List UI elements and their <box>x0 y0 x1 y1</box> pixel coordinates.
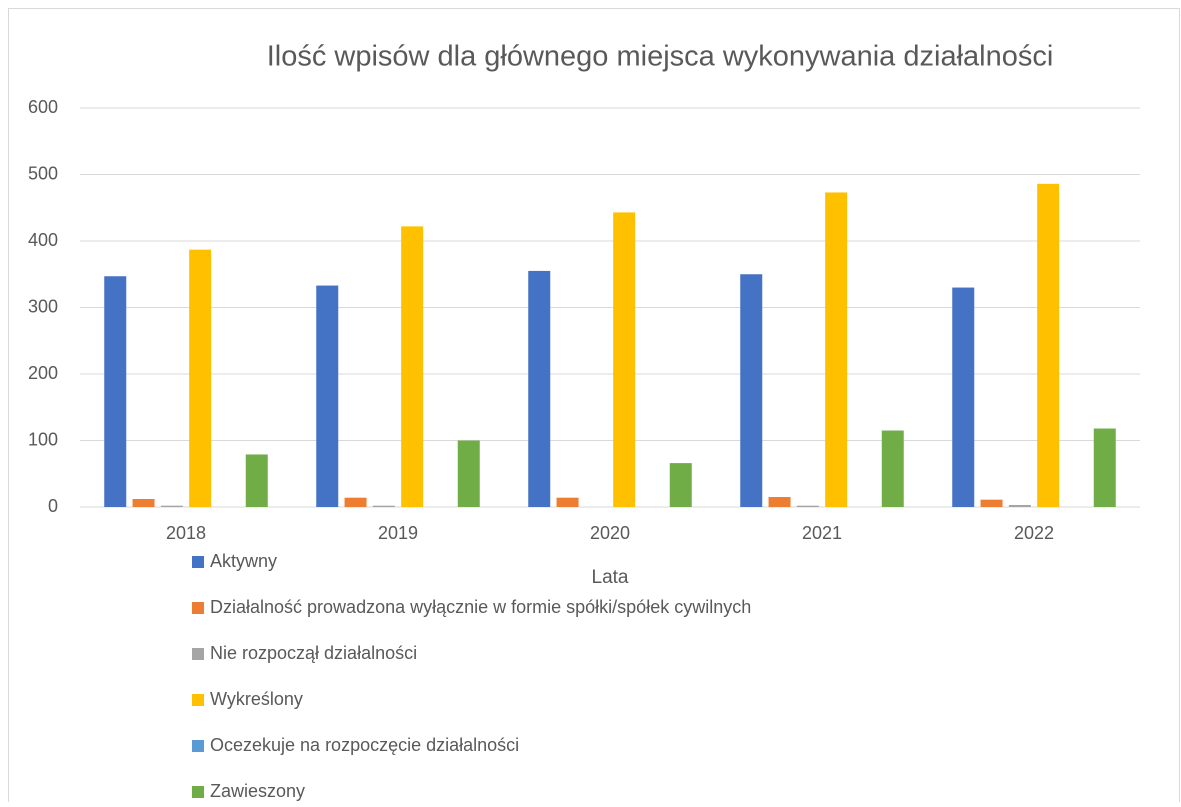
bar <box>189 249 212 507</box>
legend-swatch <box>192 740 204 752</box>
x-tick-label: 2022 <box>1014 523 1054 543</box>
chart-frame <box>8 8 1180 807</box>
bar <box>669 463 692 507</box>
legend-swatch <box>192 648 204 660</box>
legend-label: Zawieszony <box>210 781 305 801</box>
bar <box>740 274 763 507</box>
bar <box>613 212 636 507</box>
bar <box>132 499 155 507</box>
bar <box>881 430 904 507</box>
y-tick-label: 500 <box>28 163 58 183</box>
bar <box>160 505 183 507</box>
legend-swatch <box>192 602 204 614</box>
bar <box>457 440 480 507</box>
y-tick-label: 0 <box>48 496 58 516</box>
y-tick-label: 400 <box>28 230 58 250</box>
bar <box>796 505 819 507</box>
bar <box>1008 505 1031 507</box>
bar <box>825 192 848 507</box>
x-tick-label: 2020 <box>590 523 630 543</box>
bar <box>1037 183 1060 507</box>
x-tick-label: 2021 <box>802 523 842 543</box>
legend-label: Nie rozpoczął działalności <box>210 643 417 663</box>
legend-label: Działalność prowadzona wyłącznie w formi… <box>210 597 751 617</box>
bar <box>372 505 395 507</box>
bar <box>1093 428 1116 507</box>
bar <box>528 270 551 507</box>
x-tick-label: 2019 <box>378 523 418 543</box>
bar <box>768 497 791 507</box>
bar <box>344 497 367 507</box>
legend-label: Ocezekuje na rozpoczęcie działalności <box>210 735 519 755</box>
y-tick-label: 300 <box>28 296 58 316</box>
bar <box>316 285 339 507</box>
legend-swatch <box>192 556 204 568</box>
bar <box>104 276 127 507</box>
x-axis-title: Lata <box>592 567 629 588</box>
y-tick-label: 200 <box>28 363 58 383</box>
legend-label: Wykreślony <box>210 689 303 709</box>
y-tick-label: 100 <box>28 429 58 449</box>
bar <box>980 499 1003 507</box>
bar <box>556 497 579 507</box>
legend-label: Aktywny <box>210 551 277 571</box>
legend-swatch <box>192 786 204 798</box>
bar <box>401 226 424 507</box>
bar <box>952 287 975 507</box>
y-tick-label: 600 <box>28 97 58 117</box>
legend-swatch <box>192 694 204 706</box>
chart-title: Ilość wpisów dla głównego miejsca wykony… <box>267 41 1054 73</box>
bar <box>245 454 268 507</box>
x-tick-label: 2018 <box>166 523 206 543</box>
